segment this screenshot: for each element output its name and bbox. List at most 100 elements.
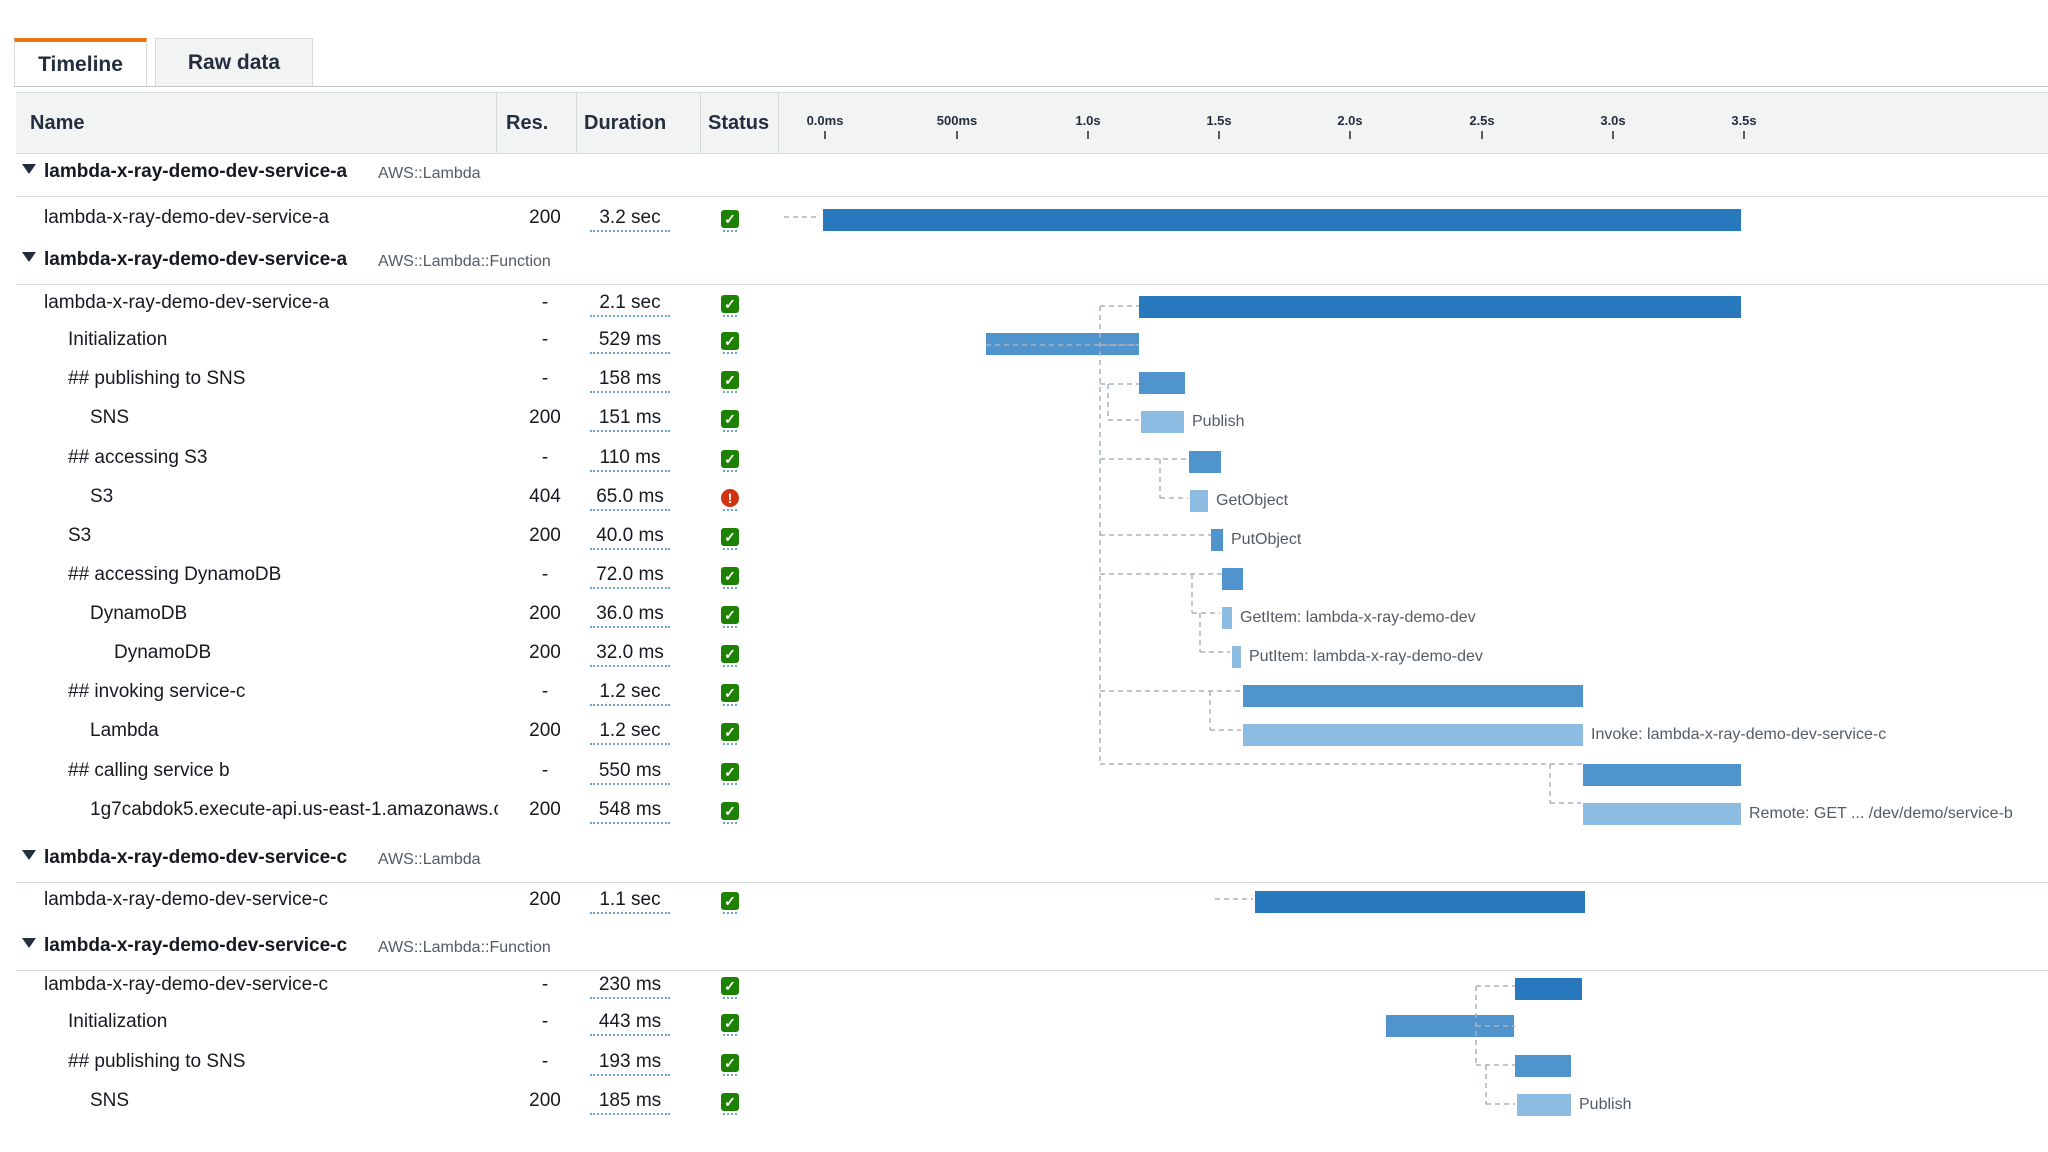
timeline-bar[interactable]: [1243, 685, 1583, 707]
segment-row[interactable]: lambda-x-ray-demo-dev-service-a 200 3.2 se…: [0, 200, 2048, 239]
timeline-bar[interactable]: [1222, 568, 1243, 590]
timeline-tick-label: 0.0ms: [806, 113, 844, 128]
timeline-bar[interactable]: [1583, 764, 1741, 786]
group-name: lambda-x-ray-demo-dev-service-a: [44, 249, 348, 270]
segment-duration[interactable]: 230 ms: [590, 974, 670, 999]
check-icon[interactable]: ✓: [721, 567, 739, 589]
timeline-bar[interactable]: [1211, 529, 1223, 551]
segment-name: SNS: [90, 1090, 130, 1111]
check-icon[interactable]: ✓: [721, 1093, 739, 1115]
segment-duration[interactable]: 529 ms: [590, 329, 670, 354]
check-icon[interactable]: ✓: [721, 450, 739, 472]
segment-duration[interactable]: 3.2 sec: [590, 207, 670, 232]
segment-duration[interactable]: 443 ms: [590, 1011, 670, 1036]
segment-row[interactable]: DynamoDB 200 32.0 ms ✓ PutItem: lambda-x-ray…: [0, 635, 2048, 674]
caret-down-icon[interactable]: [22, 938, 36, 948]
column-header-status[interactable]: Status: [708, 111, 770, 134]
check-icon[interactable]: ✓: [721, 371, 739, 393]
segment-row[interactable]: S3 200 40.0 ms ✓ PutObject: [0, 518, 2048, 557]
timeline-bar[interactable]: [1232, 646, 1241, 668]
segment-row[interactable]: Lambda 200 1.2 sec ✓ Invoke: lambda-x-ray-de…: [0, 713, 2048, 752]
segment-row[interactable]: ## accessing DynamoDB - 72.0 ms ✓: [0, 557, 2048, 596]
column-header-duration[interactable]: Duration: [584, 111, 667, 134]
segment-row[interactable]: ## calling service b - 550 ms ✓: [0, 753, 2048, 792]
timeline-bar[interactable]: [1141, 411, 1184, 433]
timeline-bar[interactable]: [1386, 1015, 1514, 1037]
segment-duration[interactable]: 2.1 sec: [590, 292, 670, 317]
check-icon[interactable]: ✓: [721, 210, 739, 232]
segment-row[interactable]: S3 404 65.0 ms! GetObject: [0, 479, 2048, 518]
group-row[interactable]: lambda-x-ray-demo-dev-service-c AWS::Lam…: [16, 838, 2048, 883]
segment-duration[interactable]: 36.0 ms: [590, 603, 670, 628]
timeline-bar[interactable]: [1515, 1055, 1571, 1077]
check-icon[interactable]: ✓: [721, 606, 739, 628]
check-icon[interactable]: ✓: [721, 1014, 739, 1036]
column-divider: [576, 93, 577, 153]
segment-row[interactable]: lambda-x-ray-demo-dev-service-c - 230 ms ✓: [0, 967, 2048, 1006]
timeline-bar[interactable]: [986, 333, 1139, 355]
check-icon[interactable]: ✓: [721, 645, 739, 667]
segment-duration[interactable]: 32.0 ms: [590, 642, 670, 667]
column-header-name[interactable]: Name: [30, 111, 85, 134]
segment-duration[interactable]: 1.2 sec: [590, 720, 670, 745]
check-icon[interactable]: ✓: [721, 332, 739, 354]
timeline-bar[interactable]: [1139, 296, 1741, 318]
segment-row[interactable]: ## invoking service-c - 1.2 sec ✓: [0, 674, 2048, 713]
segment-duration[interactable]: 193 ms: [590, 1051, 670, 1076]
check-icon[interactable]: ✓: [721, 528, 739, 550]
check-icon[interactable]: ✓: [721, 295, 739, 317]
segment-row[interactable]: lambda-x-ray-demo-dev-service-a - 2.1 sec ✓: [0, 285, 2048, 324]
check-icon[interactable]: ✓: [721, 763, 739, 785]
segment-duration[interactable]: 72.0 ms: [590, 564, 670, 589]
tab-raw-data[interactable]: Raw data: [155, 38, 313, 86]
group-row[interactable]: lambda-x-ray-demo-dev-service-c AWS::Lam…: [16, 926, 2048, 971]
segment-duration[interactable]: 40.0 ms: [590, 525, 670, 550]
caret-down-icon[interactable]: [22, 850, 36, 860]
error-icon[interactable]: !: [721, 489, 739, 511]
segment-row[interactable]: 1g7cabdok5.execute-api.us-east-1.amazona…: [0, 792, 2048, 831]
segment-row[interactable]: SNS 200 185 ms ✓ Publish: [0, 1083, 2048, 1122]
segment-row[interactable]: ## publishing to SNS - 193 ms ✓: [0, 1044, 2048, 1083]
segment-duration[interactable]: 185 ms: [590, 1090, 670, 1115]
check-icon[interactable]: ✓: [721, 977, 739, 999]
check-icon[interactable]: ✓: [721, 802, 739, 824]
timeline-bar[interactable]: [1243, 724, 1583, 746]
segment-duration[interactable]: 1.1 sec: [590, 889, 670, 914]
segment-duration[interactable]: 110 ms: [590, 447, 670, 472]
timeline-bar[interactable]: [823, 209, 1741, 231]
timeline-bar[interactable]: [1222, 607, 1232, 629]
column-divider: [700, 93, 701, 153]
timeline-bar[interactable]: [1583, 803, 1741, 825]
column-header-res[interactable]: Res.: [506, 111, 549, 134]
segment-row[interactable]: ## accessing S3 - 110 ms ✓: [0, 440, 2048, 479]
segment-row[interactable]: ## publishing to SNS - 158 ms ✓: [0, 361, 2048, 400]
segment-duration[interactable]: 548 ms: [590, 799, 670, 824]
timeline-bar[interactable]: [1190, 490, 1208, 512]
timeline-bar[interactable]: [1189, 451, 1221, 473]
segment-duration[interactable]: 158 ms: [590, 368, 670, 393]
segment-row[interactable]: DynamoDB 200 36.0 ms ✓ GetItem: lambda-x-ray…: [0, 596, 2048, 635]
group-row[interactable]: lambda-x-ray-demo-dev-service-a AWS::Lam…: [16, 152, 2048, 197]
segment-duration[interactable]: 65.0 ms: [590, 486, 670, 511]
segment-duration[interactable]: 550 ms: [590, 760, 670, 785]
timeline-bar[interactable]: [1517, 1094, 1571, 1116]
timeline-bar[interactable]: [1515, 978, 1582, 1000]
segment-duration[interactable]: 151 ms: [590, 407, 670, 432]
tab-timeline[interactable]: Timeline: [14, 38, 147, 87]
check-icon[interactable]: ✓: [721, 892, 739, 914]
segment-row[interactable]: Initialization - 443 ms ✓: [0, 1004, 2048, 1043]
group-row[interactable]: lambda-x-ray-demo-dev-service-a AWS::Lam…: [16, 240, 2048, 285]
segment-duration[interactable]: 1.2 sec: [590, 681, 670, 706]
check-icon[interactable]: ✓: [721, 1054, 739, 1076]
segment-row[interactable]: lambda-x-ray-demo-dev-service-c 200 1.1 se…: [0, 882, 2048, 921]
segment-row[interactable]: Initialization - 529 ms ✓: [0, 322, 2048, 361]
caret-down-icon[interactable]: [22, 252, 36, 262]
segment-row[interactable]: SNS 200 151 ms ✓ Publish: [0, 400, 2048, 439]
check-icon[interactable]: ✓: [721, 410, 739, 432]
caret-down-icon[interactable]: [22, 164, 36, 174]
check-icon[interactable]: ✓: [721, 684, 739, 706]
timeline-bar[interactable]: [1255, 891, 1585, 913]
timeline-bar[interactable]: [1139, 372, 1185, 394]
check-icon[interactable]: ✓: [721, 723, 739, 745]
segment-name: ## publishing to SNS: [68, 368, 246, 389]
